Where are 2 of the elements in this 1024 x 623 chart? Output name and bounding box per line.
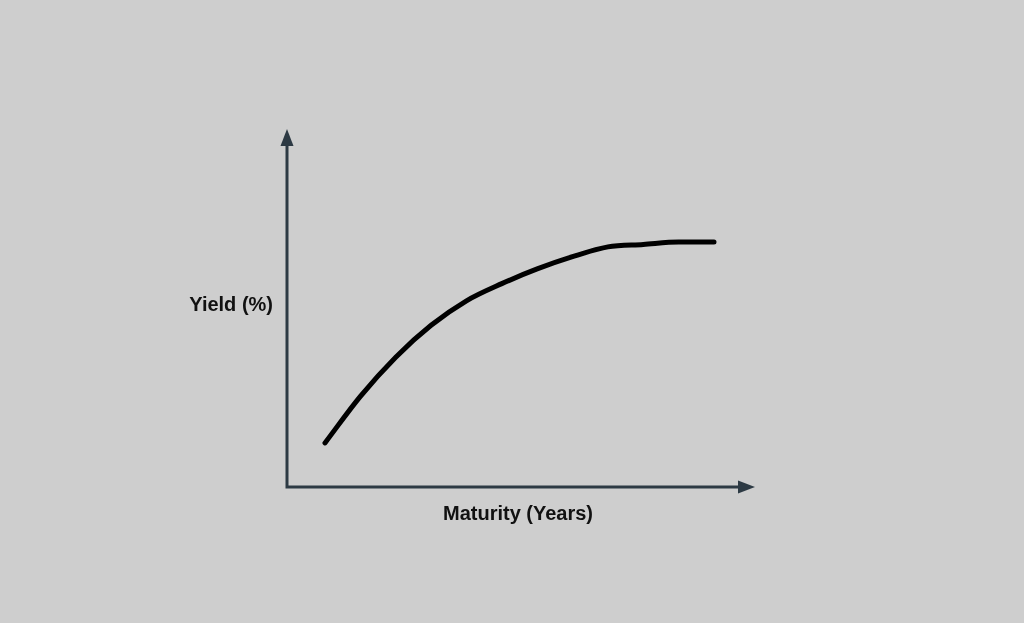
y-axis-title: Yield (%)	[189, 292, 273, 316]
x-axis-title: Maturity (Years)	[441, 501, 595, 525]
